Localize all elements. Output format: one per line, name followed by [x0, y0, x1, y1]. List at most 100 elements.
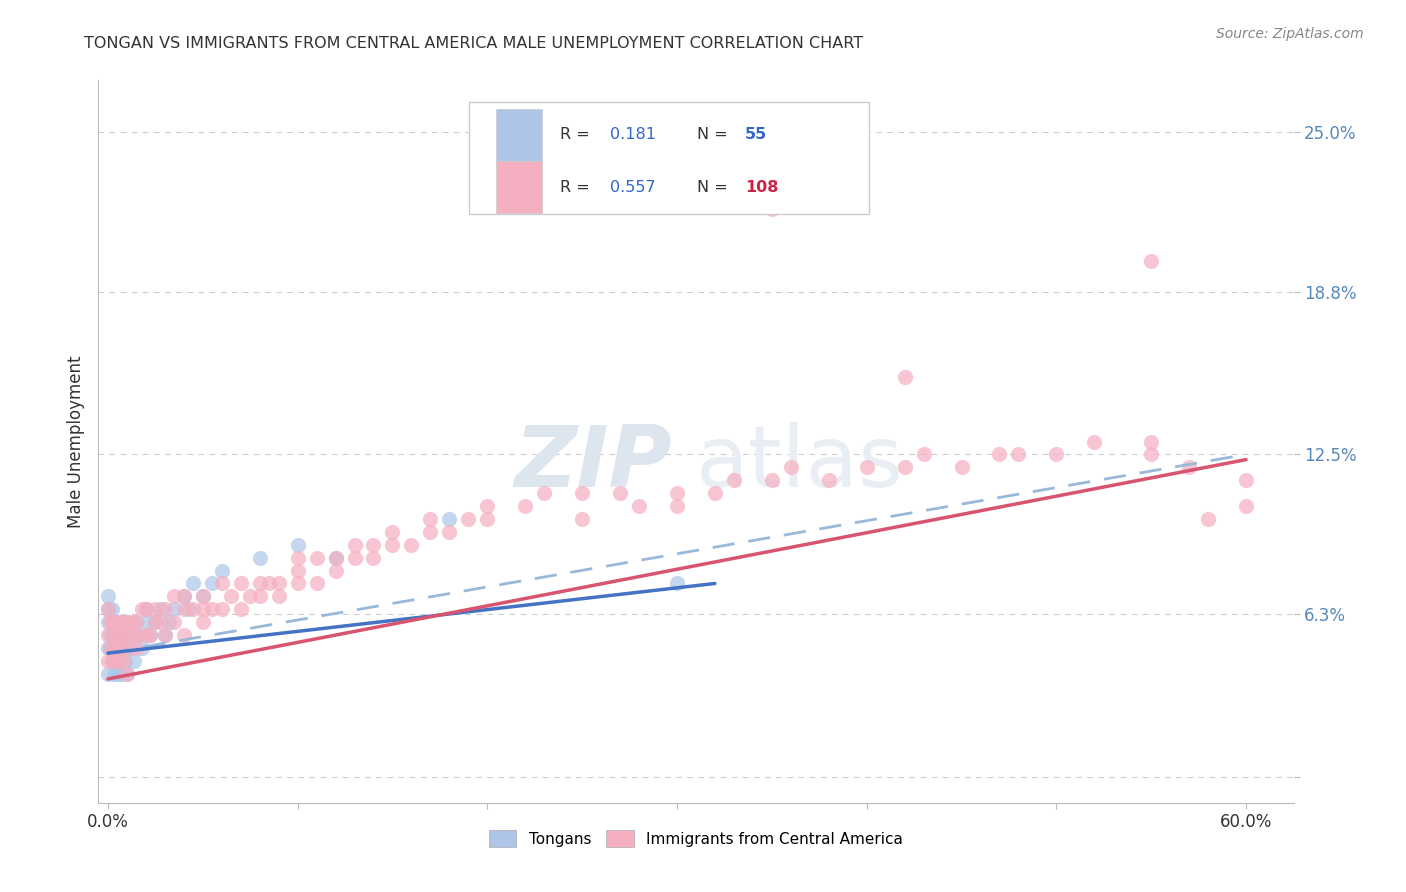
Point	[112, 640, 135, 655]
Point	[115, 640, 138, 655]
Point	[110, 628, 132, 642]
Point	[201, 602, 224, 616]
Point	[97, 640, 120, 655]
Text: 0.181: 0.181	[610, 128, 657, 143]
Point	[267, 576, 290, 591]
Point	[1197, 512, 1219, 526]
Point	[305, 576, 328, 591]
Point	[114, 628, 136, 642]
Point	[98, 640, 121, 655]
Point	[609, 486, 631, 500]
Point	[363, 538, 385, 552]
Point	[988, 447, 1011, 461]
Text: N =: N =	[697, 128, 733, 143]
Point	[150, 602, 173, 616]
Point	[110, 640, 132, 655]
Point	[219, 590, 242, 604]
Point	[108, 654, 131, 668]
Point	[135, 615, 157, 630]
Point	[571, 512, 593, 526]
Point	[571, 486, 593, 500]
Point	[249, 576, 271, 591]
Point	[115, 666, 138, 681]
Point	[105, 666, 128, 681]
Point	[112, 654, 135, 668]
Point	[1140, 434, 1163, 449]
Point	[703, 486, 725, 500]
Point	[287, 538, 309, 552]
Y-axis label: Male Unemployment: Male Unemployment	[66, 355, 84, 528]
Text: Source: ZipAtlas.com: Source: ZipAtlas.com	[1216, 27, 1364, 41]
Point	[103, 615, 125, 630]
Point	[100, 615, 122, 630]
Point	[120, 640, 142, 655]
Text: N =: N =	[697, 180, 733, 194]
Point	[97, 602, 120, 616]
Point	[211, 602, 233, 616]
Point	[533, 486, 555, 500]
Point	[761, 202, 783, 217]
Point	[950, 460, 973, 475]
Point	[104, 654, 127, 668]
Point	[104, 628, 127, 642]
Point	[153, 628, 176, 642]
Point	[163, 590, 186, 604]
Point	[779, 460, 801, 475]
Point	[173, 602, 195, 616]
Legend: Tongans, Immigrants from Central America: Tongans, Immigrants from Central America	[482, 824, 910, 853]
Point	[181, 602, 204, 616]
Point	[131, 640, 153, 655]
Point	[1234, 473, 1257, 487]
Point	[439, 512, 461, 526]
Point	[211, 564, 233, 578]
Point	[419, 524, 441, 539]
Point	[287, 550, 309, 565]
Point	[115, 666, 138, 681]
Point	[98, 615, 121, 630]
Point	[103, 640, 125, 655]
Text: 0.557: 0.557	[610, 180, 655, 194]
Point	[439, 524, 461, 539]
Point	[363, 550, 385, 565]
Point	[135, 602, 157, 616]
Point	[97, 602, 120, 616]
Point	[114, 654, 136, 668]
Point	[229, 602, 252, 616]
Point	[666, 499, 689, 513]
Point	[1140, 254, 1163, 268]
Point	[287, 576, 309, 591]
Point	[135, 628, 157, 642]
Bar	[496, 161, 541, 213]
Point	[157, 615, 180, 630]
Point	[666, 486, 689, 500]
Point	[127, 628, 149, 642]
Point	[100, 654, 122, 668]
Point	[105, 628, 128, 642]
Point	[1007, 447, 1029, 461]
Point	[723, 473, 745, 487]
Point	[211, 576, 233, 591]
Point	[912, 447, 935, 461]
Point	[515, 499, 537, 513]
Point	[105, 615, 128, 630]
Point	[855, 460, 877, 475]
Point	[115, 615, 138, 630]
Point	[138, 628, 160, 642]
Point	[110, 666, 132, 681]
Point	[98, 628, 121, 642]
Point	[97, 628, 120, 642]
Point	[153, 628, 176, 642]
Point	[419, 512, 441, 526]
Point	[176, 602, 198, 616]
Point	[125, 615, 148, 630]
Point	[343, 550, 366, 565]
Point	[143, 615, 166, 630]
Point	[97, 666, 120, 681]
Point	[181, 576, 204, 591]
Point	[477, 512, 499, 526]
Point	[105, 640, 128, 655]
Point	[201, 576, 224, 591]
Point	[150, 615, 173, 630]
Point	[1234, 499, 1257, 513]
Point	[112, 615, 135, 630]
